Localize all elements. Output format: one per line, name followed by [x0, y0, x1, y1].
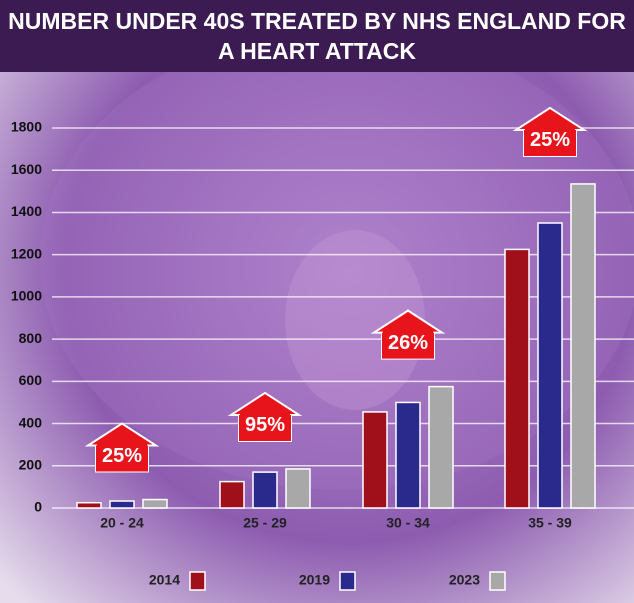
y-tick-label: 1400 [11, 203, 42, 219]
chart-title: NUMBER UNDER 40S TREATED BY NHS ENGLAND … [0, 0, 634, 72]
increase-arrow-box [239, 414, 291, 441]
increase-arrow-box [524, 129, 576, 156]
bar [504, 248, 530, 509]
bar [219, 480, 245, 509]
y-tick-label: 1200 [11, 245, 42, 261]
bar [285, 468, 311, 509]
bar [395, 401, 421, 509]
increase-label: 25% [530, 129, 570, 151]
x-tick-label: 20 - 24 [100, 515, 144, 531]
y-tick-label: 1800 [11, 119, 42, 135]
increase-arrow-box [382, 332, 434, 359]
bar [252, 471, 278, 509]
bar [142, 498, 168, 509]
silhouette [40, 30, 634, 490]
y-tick-label: 1000 [11, 288, 42, 304]
x-tick-label: 35 - 39 [528, 515, 572, 531]
y-tick-label: 1600 [11, 161, 42, 177]
increase-label: 95% [245, 414, 285, 436]
x-tick-label: 30 - 34 [386, 515, 430, 531]
legend-label: 2019 [299, 572, 330, 588]
y-tick-label: 200 [19, 456, 43, 472]
increase-arrow-box [96, 445, 148, 472]
legend-swatch [189, 571, 206, 591]
y-tick-label: 800 [19, 330, 43, 346]
bar [76, 501, 102, 509]
increase-label: 26% [388, 332, 428, 354]
x-tick-label: 25 - 29 [243, 515, 287, 531]
bar [570, 183, 596, 509]
legend-label: 2014 [149, 572, 180, 588]
legend-swatch [339, 571, 356, 591]
legend-label: 2023 [449, 572, 480, 588]
bar [109, 500, 135, 509]
bar [537, 222, 563, 509]
y-tick-label: 0 [34, 499, 42, 515]
y-tick-label: 600 [19, 372, 43, 388]
heart-image [285, 230, 425, 410]
increase-label: 25% [102, 445, 142, 467]
legend-swatch [489, 571, 506, 591]
bar [362, 411, 388, 509]
y-tick-label: 400 [19, 414, 43, 430]
bar [428, 385, 454, 509]
